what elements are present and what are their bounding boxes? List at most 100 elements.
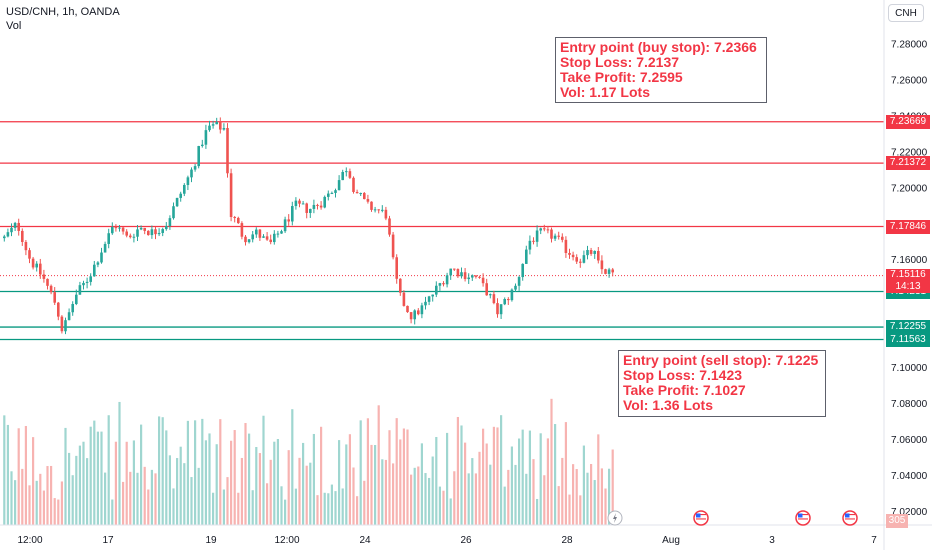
candle-body	[456, 269, 460, 277]
candle-body	[330, 192, 334, 194]
volume-bar	[111, 499, 114, 525]
candle-body	[492, 294, 496, 304]
us-flag-icon	[842, 510, 858, 526]
volume-bar	[150, 469, 153, 525]
volume-bar	[438, 486, 441, 525]
volume-bar	[489, 464, 492, 525]
candle-body	[309, 208, 312, 213]
lightning-icon-bolt	[613, 513, 617, 523]
time-tick-label: 24	[359, 535, 371, 546]
candle-body	[183, 184, 186, 194]
candle-body	[409, 312, 413, 320]
candle-body	[161, 229, 164, 233]
candle-body	[31, 258, 35, 268]
volume-bar	[215, 444, 218, 525]
price-tick-label: 7.04000	[891, 471, 928, 482]
candle-body	[442, 283, 445, 285]
volume-bar	[345, 444, 348, 525]
volume-bar	[384, 459, 387, 525]
sell-take-profit-text: Take Profit: 7.1027	[623, 382, 746, 398]
candle-body	[71, 304, 74, 313]
volume-bar	[568, 494, 571, 525]
currency-button[interactable]: CNH	[888, 4, 924, 22]
volume-bar	[320, 426, 323, 525]
candle-body	[579, 261, 582, 263]
event-icons	[607, 510, 858, 526]
volume-bar	[305, 465, 308, 525]
candle-body	[481, 277, 485, 284]
candle-body	[568, 252, 571, 255]
candle-body	[197, 146, 200, 167]
candle-body	[607, 269, 611, 274]
candle-body	[553, 235, 557, 239]
flag-icon-stripe	[845, 518, 855, 520]
time-tick-label: 3	[769, 535, 775, 546]
candle-body	[129, 235, 132, 238]
candle-body	[528, 240, 532, 250]
volume-bar	[424, 473, 427, 525]
volume-bar	[370, 444, 373, 525]
candle-body	[337, 180, 341, 191]
volume-bar	[388, 430, 391, 525]
candle-body	[460, 272, 463, 277]
volume-bar	[96, 431, 99, 525]
candle-body	[593, 250, 596, 254]
volume-bar	[500, 415, 503, 525]
volume-bar	[435, 436, 438, 525]
volume-bar	[284, 499, 287, 525]
time-tick-label: 19	[205, 535, 217, 546]
volume-bar	[176, 458, 179, 525]
volume-bar	[464, 442, 467, 525]
volume-bar	[478, 451, 481, 525]
time-tick-label: 28	[561, 535, 573, 546]
candle-body	[417, 310, 420, 315]
volume-bar	[503, 486, 506, 525]
volume-bar	[262, 415, 265, 525]
candle-body	[93, 264, 96, 277]
volume-bar	[165, 430, 168, 525]
candle-body	[395, 257, 398, 279]
volume-bar	[280, 486, 283, 525]
volume-bar	[496, 427, 499, 525]
volume-bar	[21, 468, 24, 525]
volume-bar	[467, 473, 470, 525]
candle-body	[215, 121, 218, 125]
sell-volume-text: Vol: 1.36 Lots	[623, 397, 713, 413]
volume-bar	[539, 433, 542, 525]
candle-body	[165, 226, 168, 230]
volume-bar	[482, 428, 485, 525]
volume-bar	[557, 486, 560, 525]
volume-bar	[201, 418, 204, 525]
candle-body	[190, 169, 193, 178]
candle-body	[67, 312, 71, 321]
volume-bar	[579, 495, 582, 525]
volume-bar	[564, 422, 567, 525]
candle-body	[64, 320, 67, 332]
candle-body	[53, 292, 56, 303]
candle-body	[525, 249, 528, 264]
candle-body	[345, 171, 348, 173]
volume-bar	[518, 438, 521, 525]
candle-body	[75, 294, 78, 305]
price-tick-label: 7.26000	[891, 75, 928, 86]
candle-body	[13, 222, 17, 228]
volume-bar	[471, 458, 474, 525]
volume-bar	[456, 416, 459, 525]
last-price-badge: 7.15116 14:13	[886, 268, 930, 293]
volume-bar	[3, 415, 6, 525]
candle-body	[543, 228, 546, 230]
volume-bar	[143, 466, 146, 525]
candle-body	[402, 292, 406, 306]
candle-body	[597, 250, 600, 261]
volume-bar	[597, 434, 600, 525]
volume-bar	[510, 446, 513, 525]
candle-body	[107, 233, 110, 244]
volume-bar	[17, 428, 20, 525]
volume-bar	[294, 488, 297, 525]
volume-bar	[312, 433, 315, 525]
candle-body	[388, 218, 391, 235]
volume-bar	[453, 471, 456, 525]
candle-body	[219, 121, 222, 130]
